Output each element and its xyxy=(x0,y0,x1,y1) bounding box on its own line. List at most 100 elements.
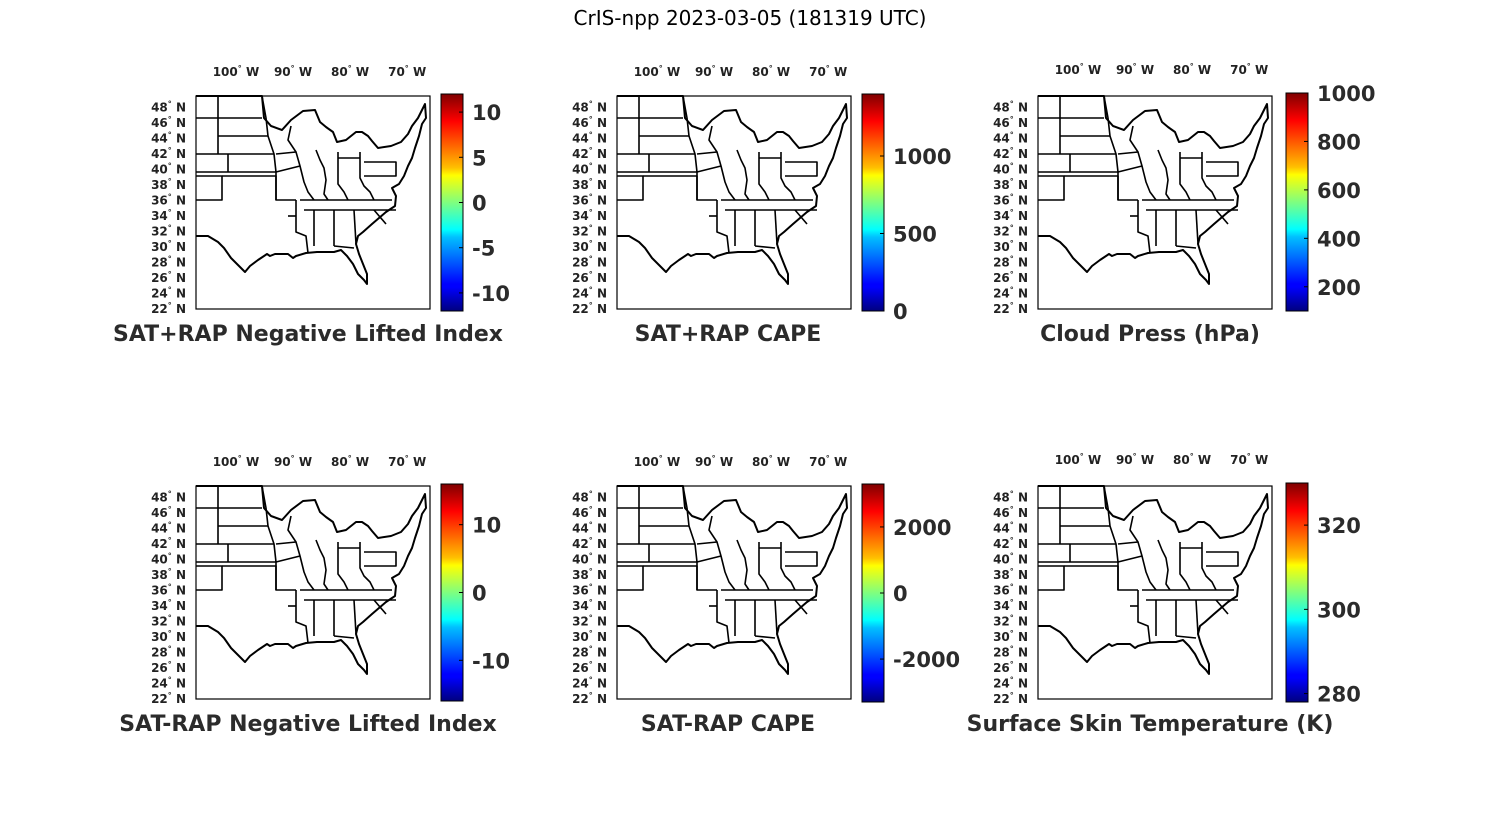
colorbar xyxy=(1285,482,1309,703)
lat-tick-label: 28° N xyxy=(151,645,186,660)
lat-tick-label: 22° N xyxy=(993,301,1028,316)
map-panel: 100° W 90° W 80° W 70° W 48° N46° N44° N42° … xyxy=(119,454,510,737)
lat-tick-label: 30° N xyxy=(151,629,186,644)
lat-tick-label: 44° N xyxy=(572,521,607,536)
colorbar-tick-label: 280 xyxy=(1317,683,1361,707)
lat-tick-label: 42° N xyxy=(151,536,186,551)
lon-tick-label: 80° W xyxy=(331,64,369,79)
lon-tick-label: 90° W xyxy=(695,64,733,79)
lon-tick-label: 100° W xyxy=(634,454,680,469)
map-panel: 100° W 90° W 80° W 70° W 48° N46° N44° N42° … xyxy=(113,64,510,347)
lat-tick-label: 40° N xyxy=(993,162,1028,177)
lon-tick-label: 100° W xyxy=(213,64,259,79)
lat-tick-label: 38° N xyxy=(993,567,1028,582)
panel-title: SAT-RAP Negative Lifted Index xyxy=(119,712,496,737)
lat-tick-label: 26° N xyxy=(993,270,1028,285)
colorbar-tick-label: 320 xyxy=(1317,514,1361,538)
colorbar-tick-label: -10 xyxy=(472,649,510,673)
lat-tick-label: 32° N xyxy=(572,614,607,629)
lat-tick-label: 44° N xyxy=(151,131,186,146)
colorbar-tick-label: -2000 xyxy=(893,648,960,672)
lat-tick-label: 22° N xyxy=(151,691,186,706)
lon-tick-label: 100° W xyxy=(634,64,680,79)
lat-tick-label: 46° N xyxy=(151,115,186,130)
lat-tick-label: 22° N xyxy=(993,691,1028,706)
lat-tick-label: 30° N xyxy=(572,629,607,644)
lat-tick-label: 30° N xyxy=(572,239,607,254)
lat-tick-label: 44° N xyxy=(572,131,607,146)
lat-tick-label: 28° N xyxy=(572,645,607,660)
lat-tick-label: 44° N xyxy=(993,521,1028,536)
colorbar-tick-label: -10 xyxy=(472,282,510,306)
lat-tick-label: 48° N xyxy=(151,100,186,115)
lat-tick-label: 32° N xyxy=(151,614,186,629)
map-frame xyxy=(195,485,431,700)
colorbar-tick-label: 600 xyxy=(1317,179,1361,203)
lat-tick-label: 46° N xyxy=(993,505,1028,520)
lat-tick-label: 34° N xyxy=(151,598,186,613)
lon-tick-label: 80° W xyxy=(1173,452,1211,467)
lat-tick-label: 24° N xyxy=(151,286,186,301)
colorbar-tick-label: 5 xyxy=(472,146,487,170)
lat-tick-label: 30° N xyxy=(151,239,186,254)
colorbar-tick-label: 1000 xyxy=(893,145,951,169)
lat-tick-label: 46° N xyxy=(572,115,607,130)
lon-tick-label: 90° W xyxy=(1116,452,1154,467)
lat-tick-label: 42° N xyxy=(572,536,607,551)
lat-tick-label: 22° N xyxy=(151,301,186,316)
lat-tick-label: 30° N xyxy=(993,239,1028,254)
lat-tick-label: 42° N xyxy=(993,146,1028,161)
lat-tick-label: 42° N xyxy=(993,536,1028,551)
lat-tick-label: 44° N xyxy=(993,131,1028,146)
lon-tick-label: 80° W xyxy=(752,64,790,79)
colorbar-tick-label: 10 xyxy=(472,101,501,125)
colorbar-tick-label: 500 xyxy=(893,223,937,247)
lat-tick-label: 34° N xyxy=(572,598,607,613)
lon-tick-label: 90° W xyxy=(695,454,733,469)
lat-tick-label: 40° N xyxy=(151,552,186,567)
lat-tick-label: 26° N xyxy=(993,660,1028,675)
lat-tick-label: 24° N xyxy=(993,676,1028,691)
map-frame xyxy=(1037,485,1273,700)
lat-tick-label: 46° N xyxy=(993,115,1028,130)
lat-tick-label: 26° N xyxy=(572,660,607,675)
lat-tick-label: 36° N xyxy=(993,193,1028,208)
map-frame xyxy=(195,95,431,310)
panel-title: SAT+RAP CAPE xyxy=(635,322,822,347)
panel-title: Surface Skin Temperature (K) xyxy=(967,712,1334,737)
lat-tick-label: 48° N xyxy=(993,100,1028,115)
panel-title: SAT-RAP CAPE xyxy=(641,712,815,737)
lat-tick-label: 32° N xyxy=(151,224,186,239)
lat-tick-label: 24° N xyxy=(572,676,607,691)
lon-tick-label: 100° W xyxy=(1055,62,1101,77)
lat-tick-label: 32° N xyxy=(993,614,1028,629)
lon-tick-label: 70° W xyxy=(388,64,426,79)
lat-tick-label: 30° N xyxy=(993,629,1028,644)
lon-tick-label: 80° W xyxy=(331,454,369,469)
lat-tick-label: 24° N xyxy=(572,286,607,301)
lon-tick-label: 70° W xyxy=(809,454,847,469)
lon-tick-label: 70° W xyxy=(809,64,847,79)
lat-tick-label: 42° N xyxy=(572,146,607,161)
lat-tick-label: 32° N xyxy=(993,224,1028,239)
lat-tick-label: 40° N xyxy=(993,552,1028,567)
colorbar-tick-label: 0 xyxy=(893,582,908,606)
colorbar-tick-label: 1000 xyxy=(1317,82,1375,106)
map-frame xyxy=(1037,95,1273,310)
lat-tick-label: 28° N xyxy=(151,255,186,270)
lat-tick-label: 46° N xyxy=(151,505,186,520)
panel-title: SAT+RAP Negative Lifted Index xyxy=(113,322,503,347)
map-frame xyxy=(616,485,852,700)
lon-tick-label: 80° W xyxy=(752,454,790,469)
colorbar-tick-label: -5 xyxy=(472,237,495,261)
colorbar-tick-label: 0 xyxy=(893,300,908,324)
lat-tick-label: 42° N xyxy=(151,146,186,161)
lat-tick-label: 34° N xyxy=(993,208,1028,223)
map-panel: 100° W 90° W 80° W 70° W 48° N46° N44° N42° … xyxy=(572,454,960,737)
colorbar-tick-label: 2000 xyxy=(893,516,951,540)
lat-tick-label: 40° N xyxy=(151,162,186,177)
panel-title: Cloud Press (hPa) xyxy=(1040,322,1260,347)
colorbar-tick-label: 0 xyxy=(472,582,487,606)
lat-tick-label: 34° N xyxy=(572,208,607,223)
